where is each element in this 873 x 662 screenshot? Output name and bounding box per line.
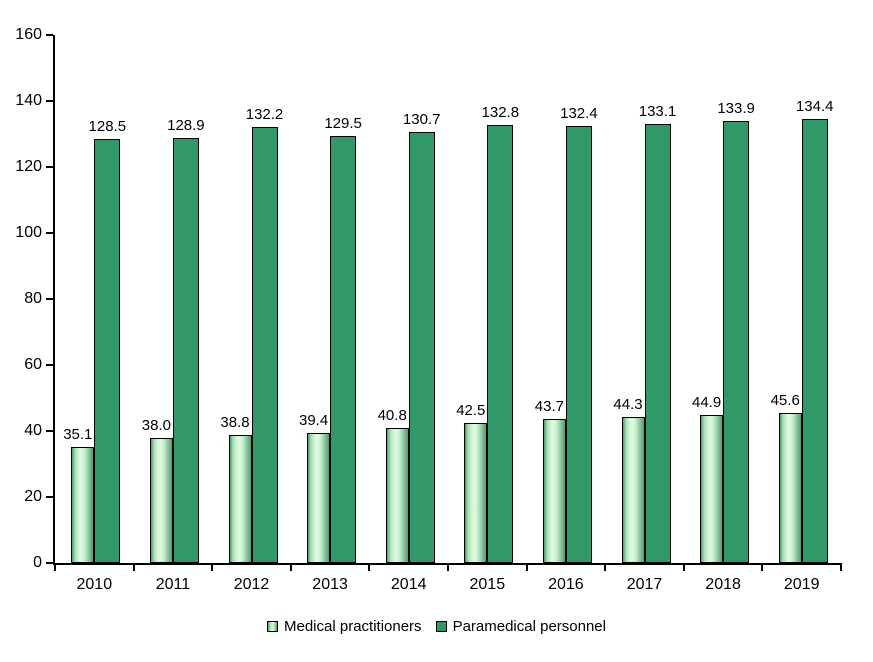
bar-medical-practitioners xyxy=(228,435,252,563)
x-axis-category-label: 2011 xyxy=(155,576,191,593)
x-axis-tick xyxy=(761,563,763,571)
y-axis-tick xyxy=(46,298,53,300)
bar-medical-practitioners xyxy=(464,423,488,563)
x-axis-tick xyxy=(604,563,606,571)
y-axis-tick xyxy=(46,364,53,366)
bar-medical-practitioners xyxy=(149,438,173,563)
data-label-medical-practitioners: 39.4 xyxy=(298,412,329,429)
x-axis-tick xyxy=(133,563,135,571)
data-label-paramedical-personnel: 134.4 xyxy=(795,98,834,115)
data-label-medical-practitioners: 45.6 xyxy=(770,392,800,409)
plot-area: 0 20 40 60 80 100 120 140 160 35.1 128.5 2010 38.0 12… xyxy=(15,26,842,593)
data-label-paramedical-personnel: 128.9 xyxy=(167,117,205,134)
legend-label: Paramedical personnel xyxy=(452,618,606,635)
data-label-medical-practitioners: 44.9 xyxy=(691,394,722,411)
bar-paramedical-personnel xyxy=(172,138,199,563)
bar-paramedical-personnel xyxy=(251,127,278,563)
y-axis-tick xyxy=(46,430,53,432)
x-axis-category-label: 2018 xyxy=(705,576,741,593)
bar-medical-practitioners xyxy=(621,417,645,563)
bar-paramedical-personnel xyxy=(644,124,671,563)
y-axis-tick-label: 80 xyxy=(24,290,42,307)
x-axis-tick xyxy=(526,563,528,571)
x-axis-category-label: 2015 xyxy=(469,576,506,593)
y-axis-tick xyxy=(46,100,53,102)
y-axis-tick-label: 120 xyxy=(15,158,42,175)
data-label-medical-practitioners: 43.7 xyxy=(534,398,564,415)
bar-paramedical-personnel xyxy=(801,119,828,563)
x-axis-tick xyxy=(368,563,370,571)
x-axis-tick xyxy=(840,563,842,571)
legend-label: Medical practitioners xyxy=(284,618,422,635)
data-label-paramedical-personnel: 132.8 xyxy=(481,104,520,121)
bar-paramedical-personnel xyxy=(723,121,750,563)
data-label-paramedical-personnel: 129.5 xyxy=(324,115,362,132)
y-axis-tick-label: 160 xyxy=(15,26,42,43)
y-axis-tick xyxy=(46,496,53,498)
legend-swatch-medical-practitioners xyxy=(267,621,278,632)
bar-paramedical-personnel xyxy=(330,136,357,563)
y-axis-tick-label: 140 xyxy=(15,92,42,109)
bar-medical-practitioners xyxy=(778,413,802,563)
x-axis-tick xyxy=(211,563,213,571)
data-label-paramedical-personnel: 128.5 xyxy=(88,118,127,135)
bar-medical-practitioners xyxy=(385,428,409,563)
x-axis-tick xyxy=(683,563,685,571)
data-label-medical-practitioners: 38.0 xyxy=(141,417,171,434)
data-label-paramedical-personnel: 132.4 xyxy=(560,105,598,122)
y-axis-tick-label: 60 xyxy=(24,356,42,373)
y-axis-tick xyxy=(46,562,53,564)
x-axis-category-label: 2017 xyxy=(626,576,663,593)
y-axis-tick xyxy=(46,232,53,234)
data-label-paramedical-personnel: 133.9 xyxy=(717,100,755,117)
x-axis-tick xyxy=(54,563,56,571)
bar-medical-practitioners xyxy=(71,447,95,563)
bar-paramedical-personnel xyxy=(408,132,435,563)
data-label-paramedical-personnel: 132.2 xyxy=(245,106,284,123)
bar-medical-practitioners xyxy=(307,433,331,563)
data-label-medical-practitioners: 40.8 xyxy=(377,407,407,424)
y-axis-tick-label: 40 xyxy=(24,422,42,439)
bar-medical-practitioners xyxy=(700,415,724,563)
data-label-paramedical-personnel: 130.7 xyxy=(402,111,441,128)
data-label-paramedical-personnel: 133.1 xyxy=(638,103,677,120)
y-axis-tick-label: 0 xyxy=(33,554,42,571)
x-axis-category-label: 2019 xyxy=(783,576,820,593)
y-axis-tick xyxy=(46,166,53,168)
data-label-medical-practitioners: 42.5 xyxy=(456,402,486,419)
x-axis-category-label: 2016 xyxy=(548,576,584,593)
x-axis-category-label: 2013 xyxy=(312,576,348,593)
x-axis-category-label: 2014 xyxy=(390,576,427,593)
data-label-medical-practitioners: 35.1 xyxy=(63,426,93,443)
legend: Medical practitioners Paramedical personn… xyxy=(0,618,873,635)
x-axis-tick xyxy=(290,563,292,571)
x-axis-tick xyxy=(447,563,449,571)
bar-medical-practitioners xyxy=(542,419,566,563)
data-label-medical-practitioners: 38.8 xyxy=(220,414,250,431)
legend-item: Paramedical personnel xyxy=(435,618,606,635)
legend-swatch-paramedical-personnel xyxy=(435,621,447,632)
y-axis-tick xyxy=(46,34,53,36)
x-axis-category-label: 2012 xyxy=(233,576,270,593)
bar-paramedical-personnel xyxy=(487,125,514,563)
y-axis-tick-label: 100 xyxy=(15,224,42,241)
legend-item: Medical practitioners xyxy=(267,618,422,635)
x-axis-category-label: 2010 xyxy=(76,576,113,593)
y-axis-tick-label: 20 xyxy=(24,488,42,505)
bar-paramedical-personnel xyxy=(94,139,121,563)
data-label-medical-practitioners: 44.3 xyxy=(613,396,643,413)
bar-paramedical-personnel xyxy=(565,126,592,563)
